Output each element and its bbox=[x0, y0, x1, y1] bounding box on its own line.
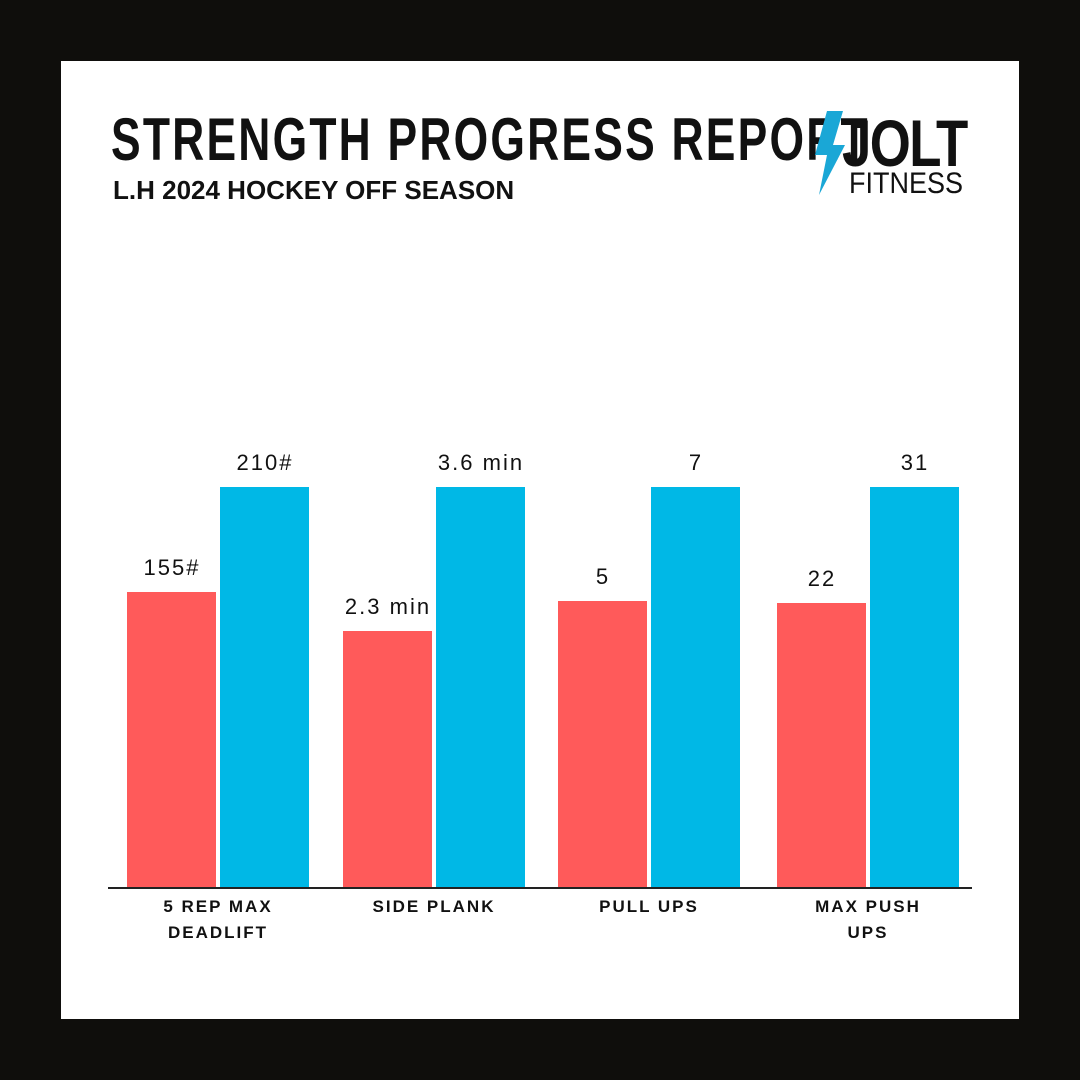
bar bbox=[777, 603, 866, 887]
data-label: 31 bbox=[900, 450, 930, 475]
chart-title: STRENGTH PROGRESS REPORT bbox=[111, 106, 870, 173]
bar bbox=[127, 591, 216, 887]
card: STRENGTH PROGRESS REPORT L.H 2024 HOCKEY… bbox=[61, 61, 1019, 1019]
bar bbox=[436, 487, 525, 887]
x-tick-label: PULL UPS bbox=[599, 897, 699, 916]
bar bbox=[870, 487, 959, 887]
data-label: 5 bbox=[595, 564, 611, 590]
logo-tagline: FITNESS bbox=[849, 167, 964, 200]
data-label: 155# bbox=[143, 554, 201, 580]
logo-name: JOLT bbox=[842, 106, 968, 180]
bar bbox=[220, 487, 309, 887]
data-label: 3.6 min bbox=[437, 450, 525, 475]
x-tick-label: SIDE PLANK bbox=[372, 897, 496, 916]
chart-subtitle: L.H 2024 HOCKEY OFF SEASON bbox=[113, 175, 515, 205]
data-label: 22 bbox=[807, 566, 837, 592]
data-label: 7 bbox=[688, 450, 704, 475]
x-tick-label: 5 REP MAX DEADLIFT bbox=[163, 897, 273, 942]
data-label: 210# bbox=[236, 450, 294, 475]
x-axis bbox=[108, 887, 972, 889]
data-label: 2.3 min bbox=[344, 594, 432, 620]
bar bbox=[343, 631, 432, 887]
bar bbox=[558, 601, 647, 887]
bar bbox=[651, 487, 740, 887]
x-tick-label: MAX PUSH UPS bbox=[815, 897, 921, 942]
logo-bolt bbox=[815, 111, 845, 195]
